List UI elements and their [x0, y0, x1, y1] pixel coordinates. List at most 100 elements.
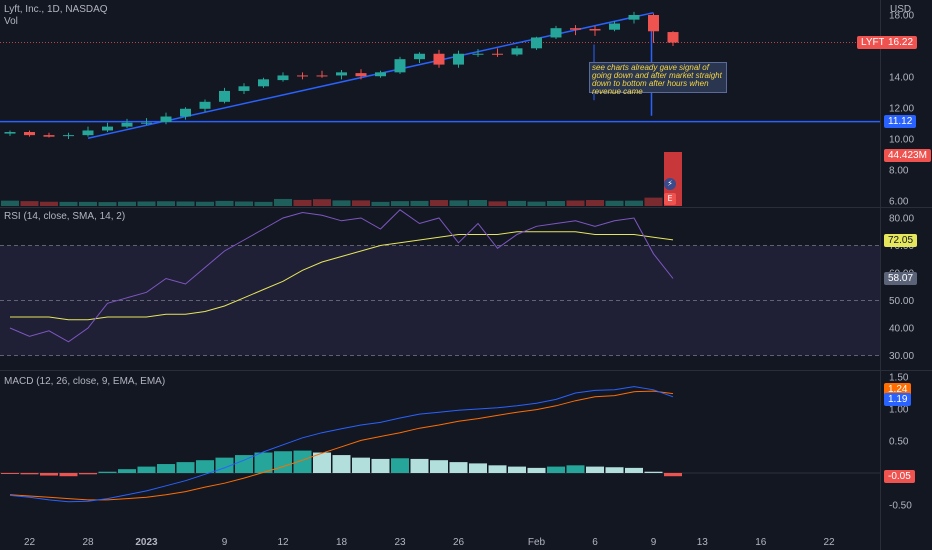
candle-body [258, 79, 269, 87]
volume-bar [410, 200, 429, 206]
volume-bar [235, 201, 253, 206]
macd-histogram-bar [118, 469, 136, 473]
macd-histogram-bar [371, 458, 390, 473]
volume-bar [352, 200, 370, 206]
volume-bar [508, 200, 526, 206]
candle-body [511, 48, 523, 55]
candle-body [394, 59, 406, 73]
rsi-line [9, 209, 674, 343]
macd-axis-tick: -0.50 [889, 501, 912, 512]
candle-body [570, 28, 581, 30]
volume-bar [196, 201, 214, 206]
macd-histogram-bar [449, 462, 468, 473]
time-axis-tick: 23 [394, 537, 406, 548]
candle-body [453, 53, 464, 65]
macd-histogram-bar [605, 467, 624, 473]
flash-icon[interactable]: ⚡ [664, 178, 676, 190]
volume-bar [137, 201, 156, 206]
macd-histogram-bar [566, 465, 585, 473]
volume-bar [274, 198, 292, 206]
time-axis-tick: 13 [697, 537, 709, 548]
macd-histogram-bar [586, 466, 604, 473]
macd-histogram-bar [40, 473, 58, 476]
candle-body [238, 86, 250, 91]
time-axis-tick: 9 [222, 537, 228, 548]
candle-body [82, 130, 94, 136]
macd-histogram-bar [430, 460, 448, 473]
time-axis-tick: 2023 [135, 537, 158, 548]
candle-body [472, 53, 484, 55]
volume-bar [527, 201, 546, 206]
macd-axis-tick: 0.50 [889, 437, 909, 448]
volume-bar [79, 201, 97, 206]
candle-body [609, 23, 620, 30]
volume-bar [215, 200, 234, 206]
volume-bar [176, 201, 195, 206]
macd-axis-tick: 1.50 [889, 373, 909, 384]
macd-histogram-bar [196, 460, 214, 473]
volume-bar [118, 201, 136, 206]
time-axis-tick: 26 [453, 537, 465, 548]
volume-bar [313, 199, 331, 206]
macd-histogram-bar [625, 467, 643, 473]
volume-bar [157, 201, 175, 206]
macd-histogram-bar [79, 473, 97, 475]
volume-label: Vol [4, 16, 18, 27]
candle-body [277, 75, 289, 81]
trendline [87, 11, 654, 139]
time-axis-tick: Feb [528, 537, 546, 548]
candle-body [316, 75, 328, 77]
volume-bar [469, 200, 487, 206]
volume-bar [254, 201, 273, 206]
macd-histogram-bar [293, 450, 312, 473]
time-axis-tick: 6 [592, 537, 598, 548]
earnings-icon[interactable]: E [664, 193, 676, 205]
time-axis-tick: 22 [823, 537, 835, 548]
volume-bar [20, 201, 39, 206]
volume-bar [605, 200, 624, 206]
macd-histogram-bar [469, 463, 487, 473]
rsi-ma-tag: 72.05 [884, 234, 918, 247]
macd-signal-tag: 1.24 [884, 383, 912, 396]
symbol-title: Lyft, Inc., 1D, NASDAQ [4, 4, 108, 15]
chart-annotation[interactable]: see charts already gave signal of going … [589, 62, 727, 96]
macd-title: MACD (12, 26, close, 9, EMA, EMA) [4, 376, 166, 387]
candle-body [102, 126, 113, 131]
price-axis-tick: 12.00 [889, 104, 914, 115]
volume-bar [293, 199, 312, 206]
macd-histogram-bar [235, 455, 253, 473]
volume-bar [391, 201, 409, 206]
candle-body [4, 132, 16, 134]
price-axis-tick: 18.00 [889, 11, 914, 22]
candle-body [63, 135, 74, 137]
time-axis-tick: 16 [755, 537, 767, 548]
candle-body [121, 122, 133, 127]
macd-hist-tag: -0.05 [884, 470, 915, 483]
candle-body [297, 75, 308, 77]
macd-signal-line [9, 390, 674, 501]
candle-body [589, 28, 601, 31]
price-axis-tick: 6.00 [889, 197, 909, 208]
candle-body [336, 72, 347, 76]
macd-histogram-bar [352, 457, 370, 473]
macd-histogram-bar [313, 452, 331, 473]
time-axis-tick: 12 [277, 537, 289, 548]
volume-bar [449, 200, 468, 206]
candle-body [180, 108, 191, 117]
candle-body [414, 53, 425, 60]
candle-body [375, 72, 386, 77]
candle-body [628, 15, 640, 20]
volume-bar [332, 200, 351, 206]
rsi-axis-tick: 50.00 [889, 296, 914, 307]
rsi-band-fill [0, 245, 880, 356]
macd-histogram-bar [1, 473, 19, 474]
macd-histogram-bar [488, 465, 507, 473]
macd-histogram-bar [137, 466, 156, 473]
rsi-axis-tick: 40.00 [889, 324, 914, 335]
candle-body [648, 15, 659, 32]
time-axis-tick: 18 [336, 537, 348, 548]
volume-bar [488, 201, 507, 206]
macd-histogram-bar [547, 466, 565, 473]
volume-bar [40, 201, 58, 206]
